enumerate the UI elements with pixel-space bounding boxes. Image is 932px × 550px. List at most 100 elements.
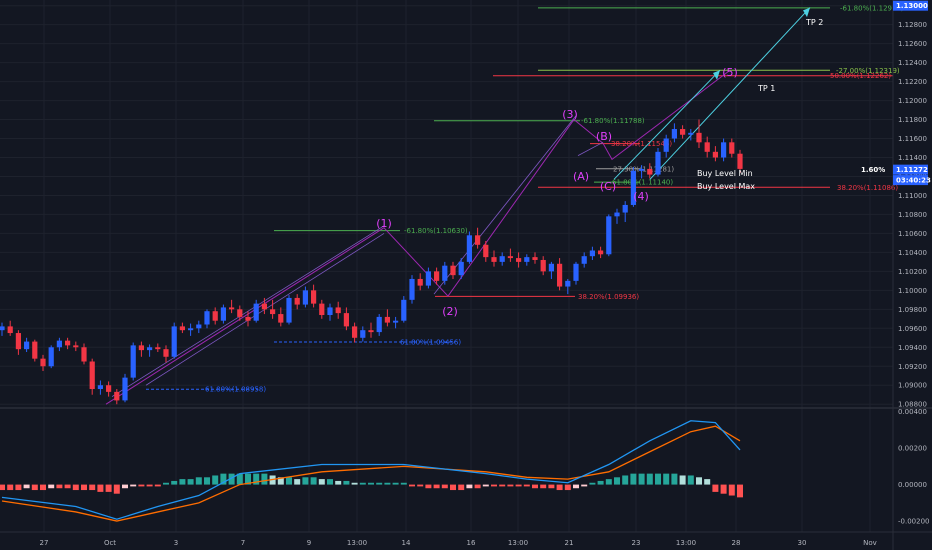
time-axis[interactable]: 27 Oct 3 7 9 13:00 14 16 13:00 21 23 13:00 28 30 Nov	[0, 531, 932, 547]
macd-oscillator-pane	[0, 420, 743, 522]
price-tag-box	[893, 0, 928, 11]
wave-label-0: (1)	[376, 217, 392, 230]
wave-label-3: (4)	[633, 190, 649, 203]
candle-body	[171, 326, 177, 357]
arrow-head-tp1	[713, 70, 720, 80]
candle-body	[237, 309, 243, 317]
candle-body	[475, 235, 481, 245]
histogram-bar	[245, 473, 251, 485]
histogram-bar	[0, 484, 5, 491]
macd-line	[1, 420, 741, 520]
y-tick-label: 1.09200	[898, 363, 927, 371]
candle-body	[335, 307, 341, 314]
candle-body	[294, 297, 300, 305]
candle-body	[491, 257, 497, 262]
price-tags: 1.13000 1.60% 1.11272 03:40:23	[858, 0, 931, 186]
histogram-bar	[515, 484, 522, 487]
candle-body	[376, 316, 382, 333]
y-tick-label: 1.10600	[898, 230, 927, 238]
histogram-bar	[261, 473, 268, 485]
candle-body	[507, 256, 513, 259]
histogram-bar	[48, 484, 55, 489]
fib-level-label: 61.80%(1.09456)	[400, 338, 461, 346]
candle-body	[89, 361, 95, 390]
histogram-bar	[564, 484, 571, 491]
annotation-1: Buy Level Max	[697, 182, 755, 191]
candle-body	[737, 153, 743, 169]
y-tick-label: 1.12200	[898, 78, 927, 86]
x-tick-label: 16	[467, 539, 476, 547]
histogram-bar	[491, 484, 497, 487]
histogram-bar	[368, 482, 374, 485]
y-tick-label: 1.09000	[898, 382, 927, 390]
histogram-bar	[638, 473, 645, 485]
histogram-bar	[417, 484, 424, 487]
candle-body	[97, 385, 103, 390]
candle-body	[589, 250, 595, 257]
histogram-bar	[663, 473, 670, 485]
histogram-bar	[97, 484, 104, 492]
candle-body	[581, 256, 587, 264]
candle-body	[548, 263, 554, 272]
y-tick-label: 1.10000	[898, 287, 927, 295]
wave-label-5: (A)	[573, 170, 589, 183]
candle-body	[220, 307, 226, 321]
chart-annotations: (1) (2) (3) (4) (5) (A) (B) (C) Buy Level Min Buy…	[376, 18, 823, 318]
histogram-bar	[23, 484, 30, 489]
histogram-bar	[400, 482, 407, 485]
histogram-bar	[122, 484, 128, 489]
histogram-bar	[655, 473, 661, 485]
candle-body	[401, 299, 407, 321]
y-tick-label: 1.12800	[898, 21, 927, 29]
histogram-bar	[687, 475, 694, 485]
candle-body	[179, 326, 185, 331]
histogram-bar	[31, 484, 38, 491]
histogram-bar	[171, 480, 178, 485]
candle-body	[130, 345, 136, 378]
histogram-bar	[81, 484, 87, 491]
price-grid	[0, 0, 893, 532]
wave-path-line	[105, 69, 731, 405]
histogram-bar	[253, 473, 260, 485]
histogram-bar	[335, 480, 342, 485]
x-tick-label: 13:00	[676, 539, 696, 547]
y-tick-label: 1.11600	[898, 135, 927, 143]
histogram-bar	[64, 484, 71, 489]
candle-body	[81, 347, 87, 362]
candle-body	[499, 256, 505, 262]
histogram-bar	[113, 484, 120, 494]
histogram-bar	[646, 473, 653, 485]
x-tick-label: 28	[732, 539, 741, 547]
y-tick-label: 1.10800	[898, 211, 927, 219]
histogram-bar	[704, 479, 711, 485]
price-tag-box	[893, 164, 928, 175]
candle-body	[721, 142, 727, 158]
candle-body	[270, 309, 276, 315]
candle-body	[409, 278, 415, 300]
candle-body	[729, 142, 735, 154]
projection-arrow-tp1	[613, 69, 721, 180]
candle-body	[360, 330, 366, 338]
fib-level-label: -61.80%(1.12977)	[840, 4, 904, 12]
candle-body	[540, 259, 546, 272]
histogram-bar	[425, 484, 432, 489]
candle-body	[311, 290, 317, 304]
candle-body	[302, 290, 308, 305]
y-tick-label: 1.10400	[898, 249, 927, 257]
histogram-bar	[236, 473, 243, 485]
histogram-bar	[540, 484, 547, 489]
annotation-2: TP 1	[757, 84, 775, 93]
price-tag-label: 03:40:23	[896, 177, 931, 185]
candle-body	[696, 132, 702, 143]
histogram-bar	[556, 484, 563, 491]
histogram-bar	[220, 473, 227, 485]
histogram-bar	[310, 477, 317, 485]
candle-body	[204, 311, 210, 325]
wave-channel-line	[433, 115, 577, 295]
histogram-bar	[146, 484, 153, 487]
candle-body	[73, 345, 79, 348]
histogram-bar	[466, 484, 473, 489]
osc-y-tick-label: 0.00400	[898, 408, 927, 416]
histogram-bar	[573, 484, 579, 489]
